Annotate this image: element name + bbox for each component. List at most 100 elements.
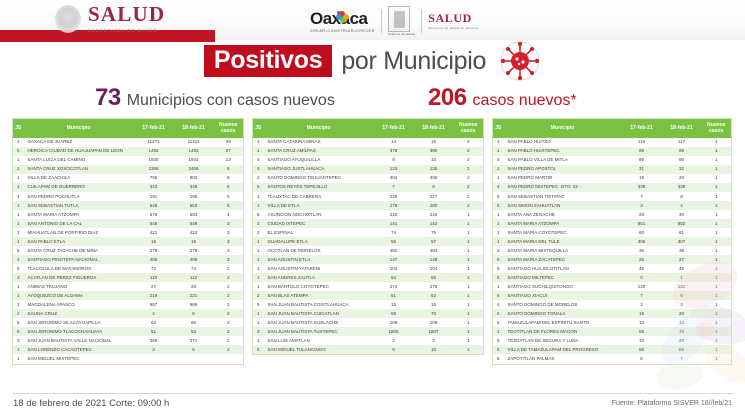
cell-nuevos: 27 <box>225 148 231 154</box>
cell-17feb: 45 <box>638 265 644 271</box>
cell-js: 1 <box>496 175 500 181</box>
cell-18feb: 20 <box>678 310 684 316</box>
table-row: 1 SAN PEDRO APOSTOL 31 32 1 <box>492 164 732 174</box>
cell-18feb: 20 <box>678 338 684 343</box>
cell-nuevos: 1 <box>466 265 470 271</box>
cell-18feb: 69 <box>678 347 684 353</box>
cell-17feb: 4 <box>152 310 155 316</box>
col-date-18feb: 18-feb-21 <box>173 118 214 138</box>
cell-18feb: 81 <box>678 229 684 235</box>
cell-17feb: 648 <box>149 202 158 208</box>
table-row: 4 SAN PEDRO POCHUTLA 191 196 5 <box>12 191 244 201</box>
municipios-count: 73 <box>95 84 121 111</box>
cell-18feb: 9 <box>432 184 435 190</box>
cell-js: 1 <box>16 220 20 226</box>
cell-17feb: 89 <box>638 157 644 163</box>
cell-17feb: 546 <box>149 220 158 226</box>
cell-17feb: 2398 <box>148 166 159 172</box>
table-row: 1 SANTA CATARINA MINAS 14 16 2 <box>252 137 484 147</box>
cell-municipio: SAN SIMON ZAHUATLAN <box>507 202 561 208</box>
cell-nuevos: 2 <box>226 338 230 343</box>
cell-municipio: VILLA DE ZAACHILA <box>27 175 71 181</box>
cell-18feb: 135 <box>429 166 438 172</box>
table-row: 5 SANTIAGO HUAJOLOTITLAN 45 46 1 <box>492 264 732 274</box>
cell-17feb: 7 <box>640 193 643 199</box>
table-row: 1 MIAHUATLAN DE PORFIRIO DIAZ 421 424 3 <box>12 228 244 238</box>
cell-municipio: SAN PEDRO MARTIR <box>507 175 553 181</box>
table-row: 1 SAN LUIS AMATLAN 2 3 1 <box>252 336 484 346</box>
cell-js: 1 <box>256 247 260 253</box>
cell-18feb: 380 <box>429 148 438 154</box>
cell-17feb: 11272 <box>147 139 160 145</box>
table-row: 5 HEROICA CIUDAD DE HUAJUAPAN DE LEON 1455… <box>12 146 244 156</box>
cell-18feb: 70 <box>430 310 436 316</box>
cell-17feb: 1806 <box>388 328 399 334</box>
table-row: 1 AYOQUEZCO DE ALDAMA 219 221 2 <box>12 291 244 301</box>
page-header: SALUD SECRETARÍA DE SALUD Oaxaca CREAR•C… <box>0 0 745 42</box>
table-row: 5 SAN JERONIMO SILACAYOAPILLA 63 65 2 <box>12 318 244 328</box>
cell-17feb: 225 <box>389 193 398 199</box>
cell-18feb: 53 <box>190 328 196 334</box>
cell-municipio: SANTA MARIA ZACATEPEC <box>507 256 566 262</box>
cell-municipio: SAN JERONIMO SILACAYOAPILLA <box>27 319 101 325</box>
cell-17feb: 63 <box>150 319 156 325</box>
municipios-table-1: JS Municipio 17-feb-21 18-feb-21 Nuevos c… <box>12 118 244 365</box>
cell-nuevos: 2 <box>466 184 470 190</box>
cell-municipio: ASUNCION NOCHIXTLAN <box>267 211 322 217</box>
cell-18feb: 10 <box>430 157 436 163</box>
cell-js: 1 <box>16 202 20 208</box>
cell-18feb <box>174 354 214 364</box>
cell-17feb: 6 <box>640 356 643 362</box>
cell-18feb: 11311 <box>187 139 200 145</box>
cell-nuevos: 1 <box>466 338 470 343</box>
cell-municipio: SALINA CRUZ <box>27 310 58 316</box>
cell-js: 1 <box>256 256 260 262</box>
cell-municipio: SAN PEDRO MIXTEPEC -DTO. 22 - <box>507 184 581 190</box>
cell-js: 5 <box>256 166 260 172</box>
cell-js: 1 <box>496 283 500 289</box>
cell-18feb: 19 <box>190 238 196 244</box>
cell-municipio: SAN JUAN BAUTISTA VALLE NACIONAL <box>27 338 112 343</box>
cell-js: 1 <box>496 328 500 334</box>
cell-js: 1 <box>496 220 500 226</box>
cell-js: 1 <box>496 148 500 154</box>
cell-17feb: 215 <box>389 211 398 217</box>
cell-municipio: MIAHUATLAN DE PORFIRIO DIAZ <box>27 229 99 235</box>
table-row: 6 TLACOLULA DE MATAMOROS 72 74 2 <box>12 264 244 274</box>
table-row: 1 SANTA MARIA ATZOMPA 851 852 1 <box>492 219 732 229</box>
cell-js: 6 <box>496 319 500 325</box>
cell-nuevos: 1 <box>466 347 470 353</box>
table-row: 5 SANTIAGO MILTEPEC 0 1 1 <box>492 273 732 283</box>
oaxaca-logo-group: Oaxaca CREAR•CONSTRUIR•CRECER Gobierno d… <box>310 6 478 36</box>
cell-17feb: 51 <box>390 292 396 298</box>
cell-municipio: AYOQUEZCO DE ALDAMA <box>27 292 83 298</box>
cell-js: 5 <box>256 301 260 307</box>
cell-nuevos: 8 <box>226 166 230 172</box>
cell-nuevos: 1 <box>466 247 470 253</box>
table-row: 5 ASUNCION NOCHIXTLAN 215 216 1 <box>252 209 484 219</box>
table-row: 6 SANTIAGO XIACUI 7 8 1 <box>492 291 732 301</box>
col-js: JS <box>492 118 504 138</box>
cell-18feb: 4 <box>680 202 683 208</box>
cell-municipio: GUADALUPE ETLA <box>267 238 308 244</box>
cell-municipio: SANTOS REYES TEPEJILLO <box>267 184 328 190</box>
cell-js: 1 <box>16 157 20 163</box>
cell-municipio: SANTIAGO MILTEPEC <box>507 274 555 280</box>
cell-18feb: 483 <box>429 247 438 253</box>
cell-municipio: SAN AGUSTIN YATARENI <box>267 265 321 271</box>
table-3-head: JS Municipio 17-feb-21 18-feb-21 Nuevos c… <box>492 118 732 138</box>
cell-18feb: 1 <box>680 274 683 280</box>
cell-nuevos: 1 <box>714 310 718 316</box>
cell-js: 5 <box>16 319 20 325</box>
cell-js: 1 <box>16 166 20 172</box>
cell-nuevos: 1 <box>714 193 718 199</box>
table-row: 1 SAN ANDRES ZAUTLA 64 65 1 <box>252 273 484 283</box>
table-row: 6 SAN PABLO VILLA DE MITLA 89 90 1 <box>492 155 732 165</box>
cell-nuevos <box>214 354 244 364</box>
cell-17feb: 274 <box>389 283 398 289</box>
cell-17feb: 64 <box>390 274 396 280</box>
cell-18feb: 52 <box>430 292 436 298</box>
casos-count: 206 <box>428 84 467 111</box>
cell-18feb: 3 <box>432 338 435 343</box>
cell-js: 1 <box>496 229 500 235</box>
